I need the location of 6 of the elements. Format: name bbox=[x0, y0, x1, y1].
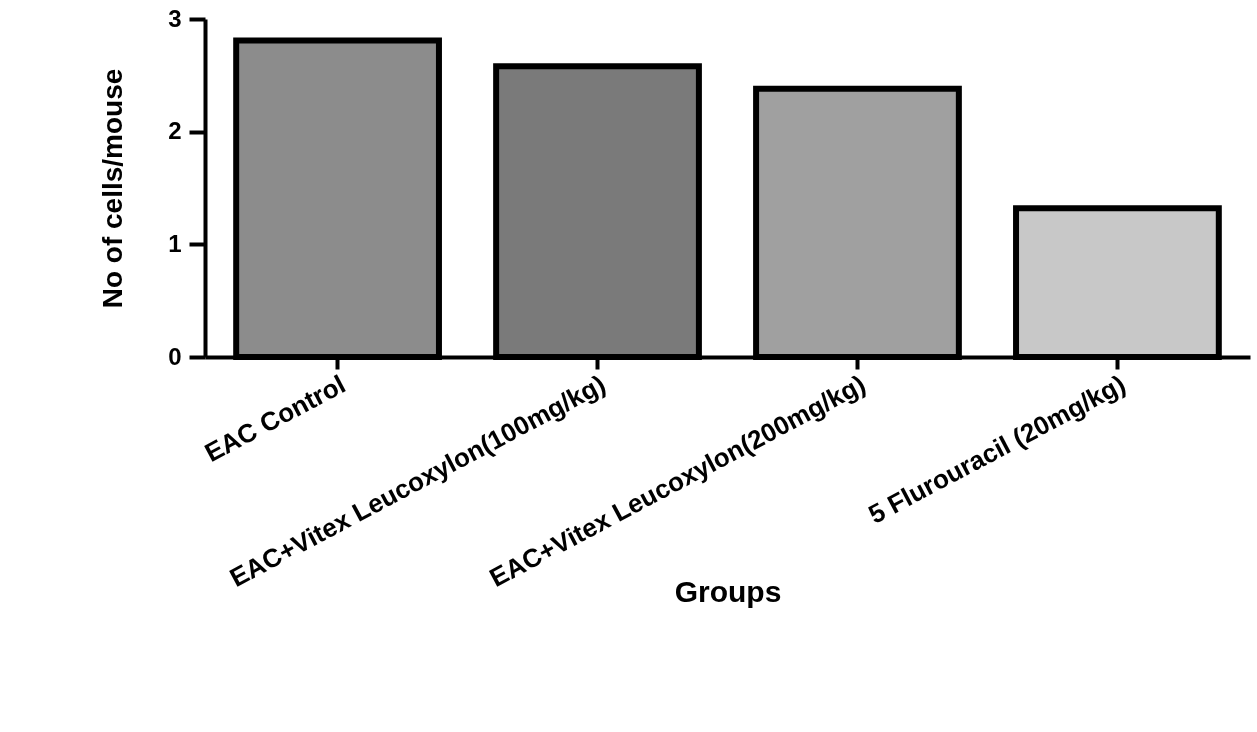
y-tick-label: 3 bbox=[168, 4, 182, 32]
y-tick-label: 1 bbox=[168, 229, 182, 257]
y-tick-label: 0 bbox=[168, 342, 182, 370]
y-tick-label: 2 bbox=[168, 117, 182, 145]
x-axis-title: Groups bbox=[674, 574, 782, 608]
y-axis-title: No of cells/mouse bbox=[97, 68, 129, 309]
